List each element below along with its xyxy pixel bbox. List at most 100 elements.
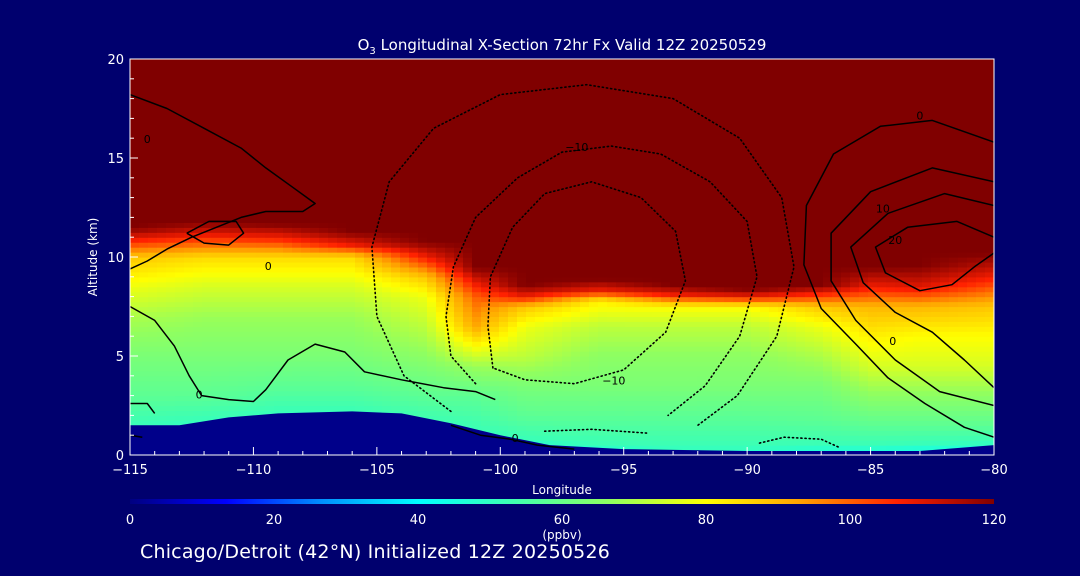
ozone-cell [481, 143, 491, 149]
ozone-cell [391, 197, 401, 204]
ozone-cell [508, 88, 518, 95]
ozone-cell [238, 123, 248, 129]
ozone-cell [400, 187, 410, 194]
ozone-cell [211, 390, 221, 397]
ozone-cell [193, 266, 203, 273]
ozone-cell [616, 420, 626, 426]
ozone-cell [571, 326, 581, 332]
ozone-cell [670, 83, 680, 90]
ozone-cell [373, 197, 383, 204]
ozone-cell [661, 440, 671, 446]
ozone-cell [310, 306, 320, 313]
ozone-cell [508, 257, 518, 263]
ozone-cell [220, 291, 230, 298]
ozone-cell [499, 148, 509, 154]
ozone-cell [274, 113, 284, 119]
ozone-cell [418, 212, 428, 218]
ozone-cell [202, 153, 212, 159]
ozone-cell [283, 395, 293, 402]
ozone-cell [661, 420, 671, 426]
ozone-cell [643, 281, 653, 288]
ozone-cell [634, 182, 644, 189]
ozone-cell [607, 326, 617, 332]
ozone-cell [265, 257, 275, 263]
ozone-cell [319, 123, 329, 129]
ozone-cell [193, 227, 203, 233]
ozone-cell [670, 356, 680, 362]
ozone-cell [607, 360, 617, 367]
ozone-cell [229, 103, 239, 110]
ozone-cell [571, 88, 581, 95]
ozone-cell [382, 143, 392, 149]
ozone-cell [274, 261, 284, 268]
ozone-cell [643, 306, 653, 313]
ozone-cell [490, 88, 500, 95]
ozone-cell [634, 237, 644, 243]
ozone-cell [481, 356, 491, 362]
ozone-cell [247, 336, 257, 342]
ozone-cell [265, 123, 275, 129]
ozone-cell [346, 63, 356, 70]
ozone-cell [301, 108, 311, 115]
ozone-cell [589, 88, 599, 95]
ozone-cell [526, 78, 536, 85]
ozone-cell [454, 296, 464, 303]
ozone-cell [355, 341, 365, 347]
ozone-cell [301, 405, 311, 412]
ozone-cell [211, 316, 221, 322]
ozone-cell [616, 336, 626, 342]
ozone-cell [373, 321, 383, 327]
ozone-cell [382, 331, 392, 337]
ozone-cell [382, 237, 392, 243]
ozone-cell [436, 385, 446, 392]
ozone-cell [418, 78, 428, 85]
ozone-cell [580, 172, 590, 179]
ozone-cell [175, 162, 185, 169]
ozone-cell [211, 296, 221, 303]
ozone-cell [274, 385, 284, 392]
ozone-cell [175, 192, 185, 199]
ozone-cell [220, 356, 230, 362]
ozone-cell [517, 321, 527, 327]
ozone-cell [184, 281, 194, 288]
ozone-cell [481, 346, 491, 352]
ozone-cell [598, 252, 608, 258]
ozone-cell [139, 187, 149, 194]
ozone-cell [517, 336, 527, 342]
ozone-cell [490, 123, 500, 129]
ozone-cell [661, 83, 671, 90]
ozone-cell [184, 187, 194, 194]
ozone-cell [364, 276, 374, 283]
ozone-cell [589, 360, 599, 367]
ozone-cell [166, 133, 176, 139]
ozone-cell [481, 395, 491, 402]
ozone-cell [499, 425, 509, 431]
ozone-cell [157, 192, 167, 199]
ozone-cell [319, 380, 329, 387]
ozone-cell [445, 192, 455, 199]
ozone-cell [193, 108, 203, 115]
ozone-cell [562, 336, 572, 342]
ozone-cell [571, 113, 581, 119]
ozone-cell [292, 331, 302, 337]
ozone-cell [328, 227, 338, 233]
ozone-cell [445, 242, 455, 248]
ozone-cell [229, 73, 239, 80]
ozone-cell [373, 385, 383, 392]
ozone-cell [634, 281, 644, 288]
ozone-cell [157, 202, 167, 209]
ozone-cell [661, 291, 671, 298]
ozone-cell [580, 162, 590, 169]
ozone-cell [526, 281, 536, 288]
ozone-cell [517, 405, 527, 412]
ozone-cell [148, 172, 158, 179]
ozone-cell [292, 212, 302, 218]
ozone-cell [481, 360, 491, 367]
ozone-cell [436, 158, 446, 164]
ozone-cell [634, 118, 644, 124]
ozone-cell [202, 222, 212, 228]
ozone-cell [256, 73, 266, 80]
ozone-cell [211, 410, 221, 416]
ozone-cell [499, 182, 509, 189]
ozone-cell [580, 301, 590, 308]
